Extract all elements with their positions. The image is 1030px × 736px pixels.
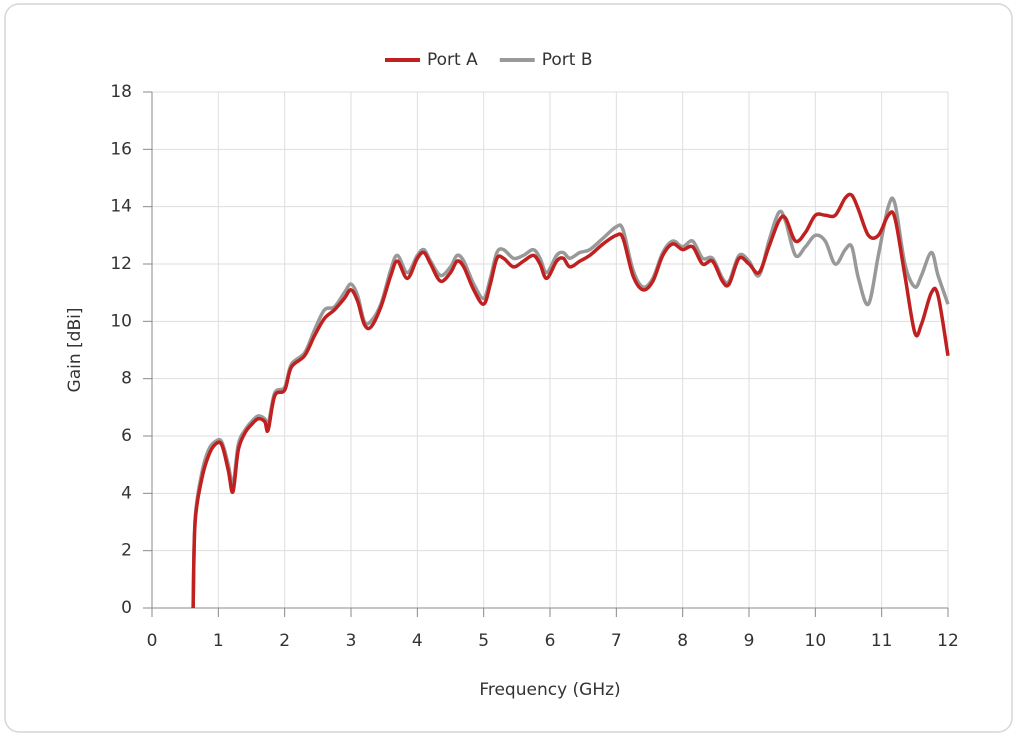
y-tick-label: 2 [121, 541, 132, 561]
series-line [191, 196, 950, 609]
x-tick-label: 8 [677, 631, 688, 651]
y-tick-label: 10 [110, 311, 132, 331]
x-tick-label: 11 [871, 631, 893, 651]
card [4, 3, 1013, 733]
x-tick-label: 5 [478, 631, 489, 651]
y-tick-label: 18 [110, 82, 132, 102]
x-tick-label: 0 [147, 631, 158, 651]
y-tick-label: 6 [121, 426, 132, 446]
y-tick-label: 14 [110, 197, 132, 217]
x-tick-label: 4 [412, 631, 423, 651]
x-tick-label: 10 [805, 631, 827, 651]
x-tick-label: 6 [545, 631, 556, 651]
y-tick-label: 16 [110, 139, 132, 159]
x-tick-label: 7 [611, 631, 622, 651]
x-tick-label: 2 [279, 631, 290, 651]
legend-label: Port A [427, 50, 478, 70]
x-tick-label: 9 [744, 631, 755, 651]
x-axis-label: Frequency (GHz) [479, 680, 620, 700]
series-line [191, 192, 950, 609]
legend-label: Port B [542, 50, 593, 70]
x-tick-label: 3 [346, 631, 357, 651]
y-tick-label: 0 [121, 598, 132, 618]
y-tick-label: 12 [110, 254, 132, 274]
y-axis-label: Gain [dBi] [65, 308, 85, 393]
y-tick-label: 8 [121, 369, 132, 389]
x-tick-label: 12 [937, 631, 959, 651]
x-tick-label: 1 [213, 631, 224, 651]
y-tick-label: 4 [121, 483, 132, 503]
